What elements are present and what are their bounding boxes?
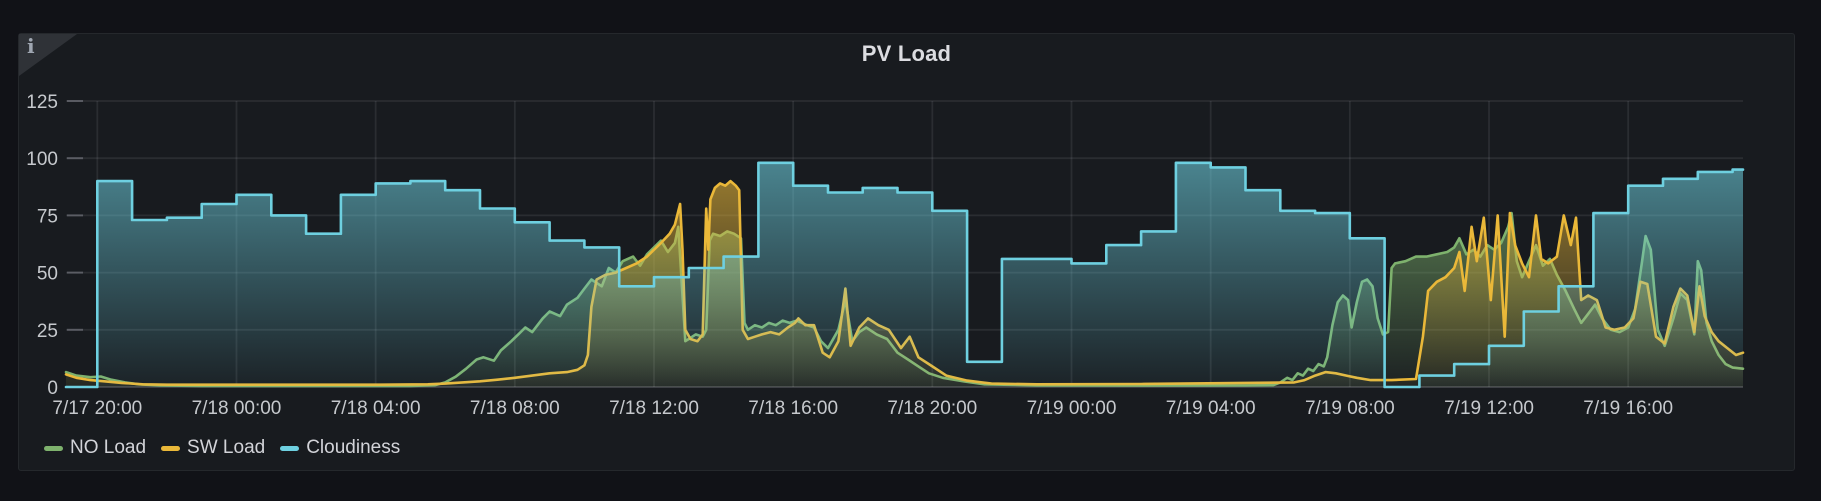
legend: NO Load SW Load Cloudiness xyxy=(44,437,400,459)
legend-dash-icon xyxy=(280,445,300,451)
legend-item-cloudiness[interactable]: Cloudiness xyxy=(280,437,400,459)
x-tick-label: 7/19 12:00 xyxy=(1444,398,1534,419)
x-tick-label: 7/18 04:00 xyxy=(331,398,421,419)
x-tick-label: 7/19 16:00 xyxy=(1583,398,1673,419)
legend-label: NO Load xyxy=(70,437,147,458)
y-tick-label: 100 xyxy=(26,149,58,170)
legend-item-sw-load[interactable]: SW Load xyxy=(161,437,265,459)
legend-item-no-load[interactable]: NO Load xyxy=(44,437,146,459)
y-tick-label: 25 xyxy=(37,321,58,342)
cloudiness-line xyxy=(64,161,1745,389)
x-tick-label: 7/19 04:00 xyxy=(1166,398,1256,419)
y-tick-label: 125 xyxy=(26,92,58,113)
x-tick-label: 7/18 16:00 xyxy=(748,398,838,419)
x-tick-label: 7/18 20:00 xyxy=(887,398,977,419)
panel-title[interactable]: PV Load xyxy=(861,41,952,66)
x-tick-label: 7/18 00:00 xyxy=(192,398,282,419)
y-tick-label: 0 xyxy=(47,378,58,399)
legend-label: SW Load xyxy=(187,437,266,458)
legend-dash-icon xyxy=(161,445,181,451)
y-tick-label: 50 xyxy=(37,264,58,285)
cloudiness-area xyxy=(66,162,1743,387)
info-icon[interactable]: i xyxy=(27,34,35,58)
x-tick-label: 7/19 08:00 xyxy=(1305,398,1395,419)
y-tick-label: 75 xyxy=(37,206,58,227)
x-tick-label: 7/17 20:00 xyxy=(52,398,142,419)
x-tick-label: 7/19 00:00 xyxy=(1027,398,1117,419)
x-tick-label: 7/18 08:00 xyxy=(470,398,560,419)
legend-dash-icon xyxy=(44,445,63,451)
x-tick-label: 7/18 12:00 xyxy=(609,398,699,419)
panel-info-corner[interactable] xyxy=(19,34,77,76)
plot-area[interactable] xyxy=(66,101,1743,387)
legend-label: Cloudiness xyxy=(306,437,401,458)
